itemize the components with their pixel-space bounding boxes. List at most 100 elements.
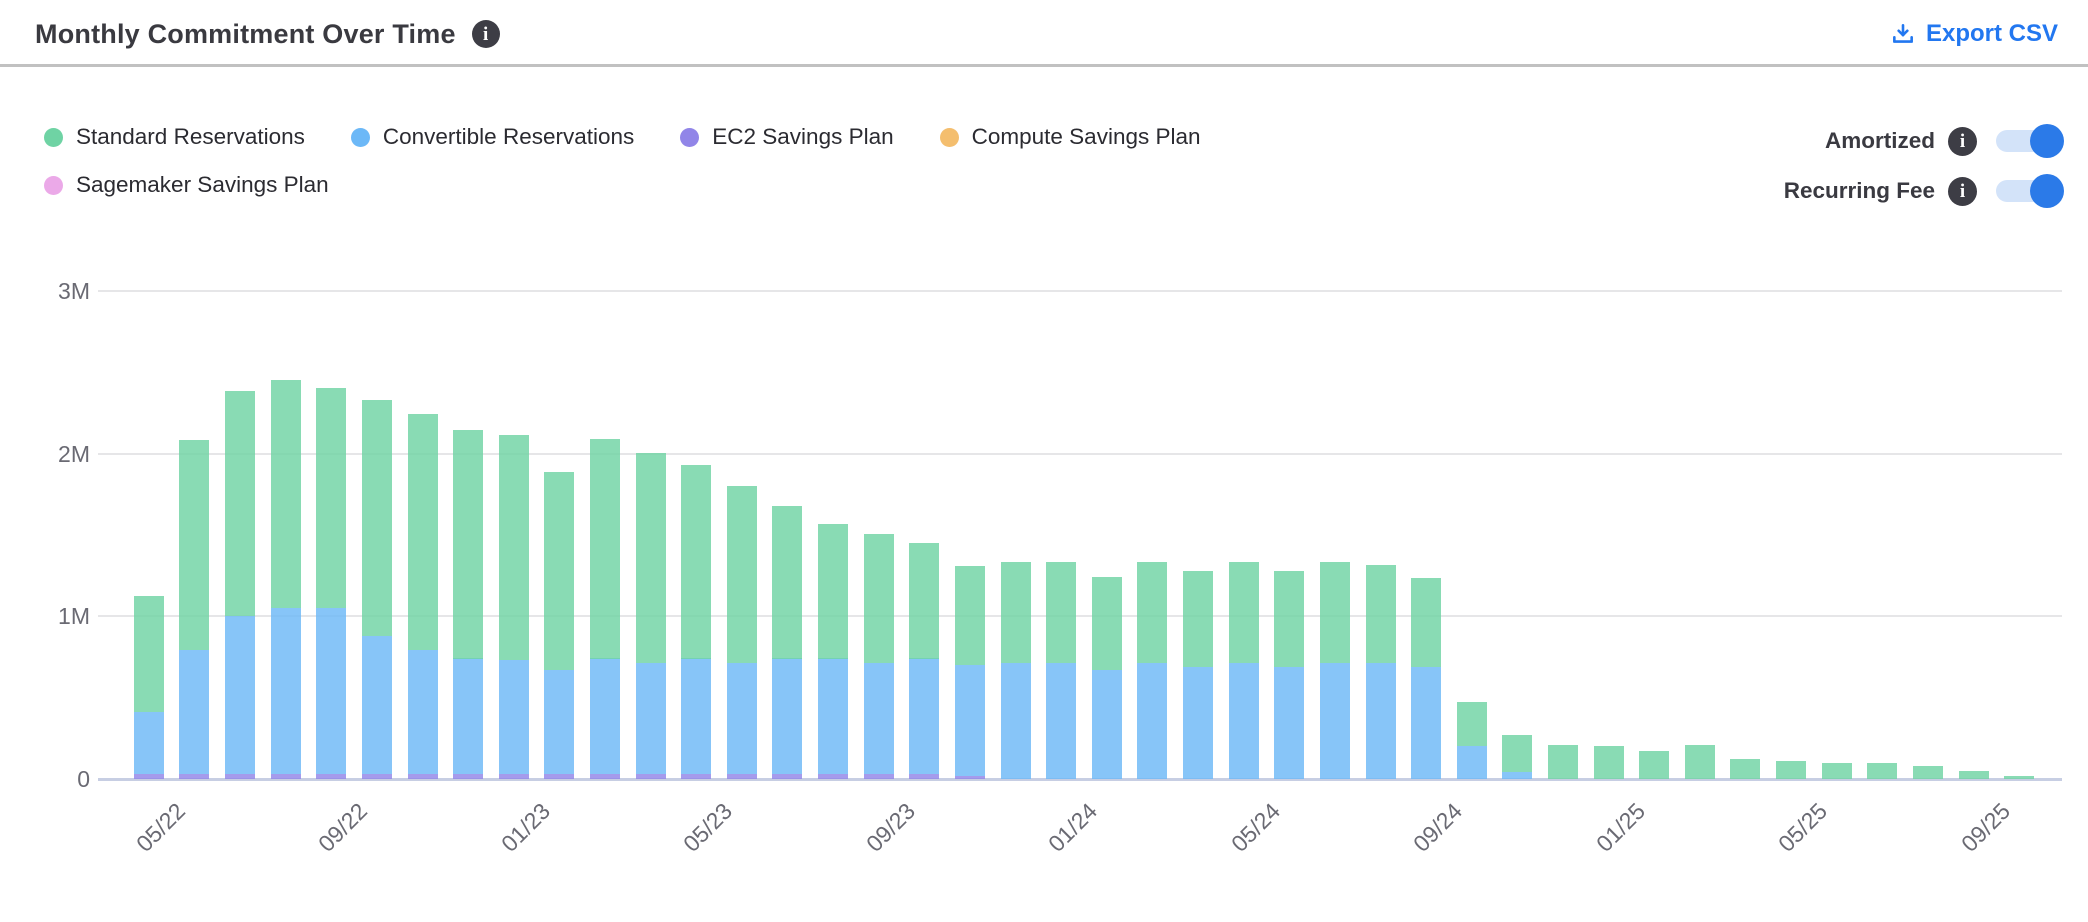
chart-toggles: Amortized i Recurring Fee i <box>1784 124 2064 208</box>
bar-segment-standard-reservations <box>1365 565 1396 663</box>
bar-segment-convertible-reservations <box>1502 772 1533 779</box>
bar-11-23[interactable] <box>954 566 985 779</box>
bar-segment-standard-reservations <box>1046 562 1077 663</box>
bar-03-23[interactable] <box>590 439 620 779</box>
x-tick-05-22: 05/22 <box>130 797 190 857</box>
bar-segment-convertible-reservations <box>1456 746 1487 779</box>
bar-segment-convertible-reservations <box>498 660 529 774</box>
bar-08-22[interactable] <box>270 380 301 779</box>
recurring-fee-info-icon[interactable]: i <box>1948 176 1977 206</box>
bar-10-25[interactable] <box>2004 776 2035 779</box>
bar-segment-standard-reservations <box>1730 759 1761 779</box>
bar-segment-standard-reservations <box>1821 763 1852 779</box>
bar-10-22[interactable] <box>361 400 392 779</box>
amortized-toggle[interactable] <box>1996 124 2064 158</box>
bar-09-24[interactable] <box>1411 577 1442 779</box>
bar-02-23[interactable] <box>544 471 575 779</box>
legend-label: Compute Savings Plan <box>971 124 1201 149</box>
bar-segment-standard-reservations <box>544 472 575 670</box>
bar-08-24[interactable] <box>1365 565 1396 779</box>
x-axis-line <box>98 778 2062 781</box>
bar-09-25[interactable] <box>1958 771 1989 779</box>
recurring-fee-toggle[interactable] <box>1996 174 2064 208</box>
bar-segment-standard-reservations <box>407 414 438 650</box>
bar-segment-convertible-reservations <box>1137 663 1168 779</box>
bar-07-23[interactable] <box>772 506 803 779</box>
legend-item-sagemaker-savings-plan[interactable]: Sagemaker Savings Plan <box>44 170 1524 200</box>
amortized-info-icon[interactable]: i <box>1948 126 1977 156</box>
bar-segment-convertible-reservations <box>544 670 575 774</box>
bar-10-23[interactable] <box>909 543 940 779</box>
bar-segment-standard-reservations <box>818 524 849 659</box>
bar-06-22[interactable] <box>179 440 210 779</box>
x-tick-05-25: 05/25 <box>1773 797 1833 857</box>
header-divider <box>0 64 2088 67</box>
bar-05-22[interactable] <box>133 596 164 779</box>
bar-segment-standard-reservations <box>1183 571 1214 667</box>
bar-04-24[interactable] <box>1183 571 1214 779</box>
legend-dot <box>350 127 370 147</box>
bar-segment-convertible-reservations <box>1091 670 1122 779</box>
bar-segment-convertible-reservations <box>1046 663 1077 779</box>
bar-segment-standard-reservations <box>1958 771 1989 779</box>
bar-09-23[interactable] <box>863 534 894 779</box>
bar-12-24[interactable] <box>1548 745 1578 779</box>
bar-10-24[interactable] <box>1456 702 1487 779</box>
bar-segment-ec2-savings-plan <box>726 774 757 779</box>
bar-06-25[interactable] <box>1821 763 1852 779</box>
bar-segment-standard-reservations <box>1228 562 1259 663</box>
bar-segment-standard-reservations <box>863 534 894 663</box>
bar-segment-ec2-savings-plan <box>498 774 529 779</box>
bar-05-25[interactable] <box>1776 761 1807 779</box>
bar-01-23[interactable] <box>498 435 529 779</box>
bar-segment-standard-reservations <box>133 596 164 712</box>
export-csv-button[interactable]: Export CSV <box>1890 20 2058 48</box>
legend-item-compute-savings-plan[interactable]: Compute Savings Plan <box>939 122 1201 152</box>
bar-segment-convertible-reservations <box>225 616 256 774</box>
bar-12-22[interactable] <box>453 429 484 779</box>
gridline-3M <box>98 289 2062 292</box>
bar-segment-convertible-reservations <box>1000 663 1031 779</box>
bar-08-25[interactable] <box>1912 766 1943 779</box>
bar-segment-standard-reservations <box>590 439 620 659</box>
bar-segment-convertible-reservations <box>772 658 803 774</box>
bar-segment-standard-reservations <box>772 506 803 659</box>
bar-04-25[interactable] <box>1730 759 1761 779</box>
legend-item-ec2-savings-plan[interactable]: EC2 Savings Plan <box>680 122 894 152</box>
bar-11-24[interactable] <box>1502 735 1533 779</box>
bar-05-24[interactable] <box>1228 562 1259 779</box>
bar-segment-convertible-reservations <box>726 663 757 774</box>
bar-03-24[interactable] <box>1137 562 1168 779</box>
bar-segment-standard-reservations <box>225 391 256 616</box>
bar-segment-convertible-reservations <box>590 658 620 774</box>
bar-segment-convertible-reservations <box>681 658 712 774</box>
toggle-knob <box>2030 174 2064 208</box>
bar-08-23[interactable] <box>818 524 849 779</box>
title-info-icon[interactable]: i <box>471 20 500 48</box>
y-tick-3M: 3M <box>58 277 90 304</box>
bar-02-25[interactable] <box>1639 751 1670 779</box>
bar-segment-ec2-savings-plan <box>544 774 575 779</box>
bar-07-22[interactable] <box>225 391 256 779</box>
bar-05-23[interactable] <box>681 465 712 779</box>
bar-09-22[interactable] <box>316 388 347 779</box>
x-tick-09-22: 09/22 <box>313 797 373 857</box>
legend-item-standard-reservations[interactable]: Standard Reservations <box>44 122 305 152</box>
x-tick-01-25: 01/25 <box>1590 797 1650 857</box>
bar-07-24[interactable] <box>1319 562 1350 779</box>
bar-06-24[interactable] <box>1274 571 1305 779</box>
bar-04-23[interactable] <box>635 453 666 779</box>
bar-12-23[interactable] <box>1000 562 1031 779</box>
legend-item-convertible-reservations[interactable]: Convertible Reservations <box>350 122 634 152</box>
bar-06-23[interactable] <box>726 486 757 779</box>
bar-segment-standard-reservations <box>1000 562 1031 663</box>
bar-02-24[interactable] <box>1091 577 1122 779</box>
bar-01-25[interactable] <box>1593 746 1624 779</box>
bar-03-25[interactable] <box>1684 745 1715 779</box>
bar-segment-ec2-savings-plan <box>635 774 666 779</box>
bar-segment-standard-reservations <box>635 453 666 663</box>
amortized-label: Amortized <box>1824 128 1935 153</box>
bar-01-24[interactable] <box>1046 562 1077 779</box>
bar-07-25[interactable] <box>1867 763 1898 779</box>
bar-11-22[interactable] <box>407 414 438 779</box>
